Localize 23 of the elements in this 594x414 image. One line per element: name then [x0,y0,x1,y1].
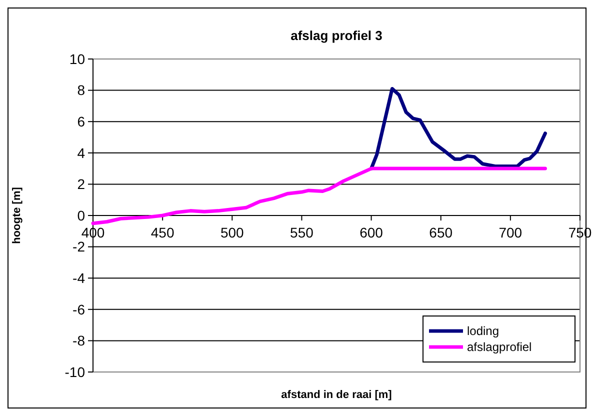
x-tick-label: 650 [429,224,453,240]
x-tick-label: 500 [220,224,244,240]
y-tick-label: 0 [77,207,86,224]
y-tick-label: -6 [72,301,86,318]
x-tick-label: 450 [150,224,174,240]
y-axis-title: hoogte [m] [11,186,23,244]
y-tick-label: -10 [64,364,86,380]
chart-title: afslag profiel 3 [290,28,382,43]
y-tick-label: 2 [77,176,86,192]
y-tick-label: 8 [77,82,86,98]
x-tick-label: 550 [290,224,314,240]
y-tick-label: -4 [72,270,86,286]
y-tick-label: 10 [69,50,86,67]
x-tick-label: 600 [360,224,384,240]
line-series [91,166,547,226]
x-tick-label: 700 [498,224,522,240]
x-axis-title: afstand in de raai [m] [281,389,392,401]
y-tick-label: 4 [77,144,86,161]
legend-label: loding [467,324,500,338]
y-tick-label: -2 [72,238,86,255]
y-tick-label: -8 [72,332,86,349]
y-tick-label: 6 [77,114,86,130]
legend-label: afslagprofiel [467,340,532,354]
